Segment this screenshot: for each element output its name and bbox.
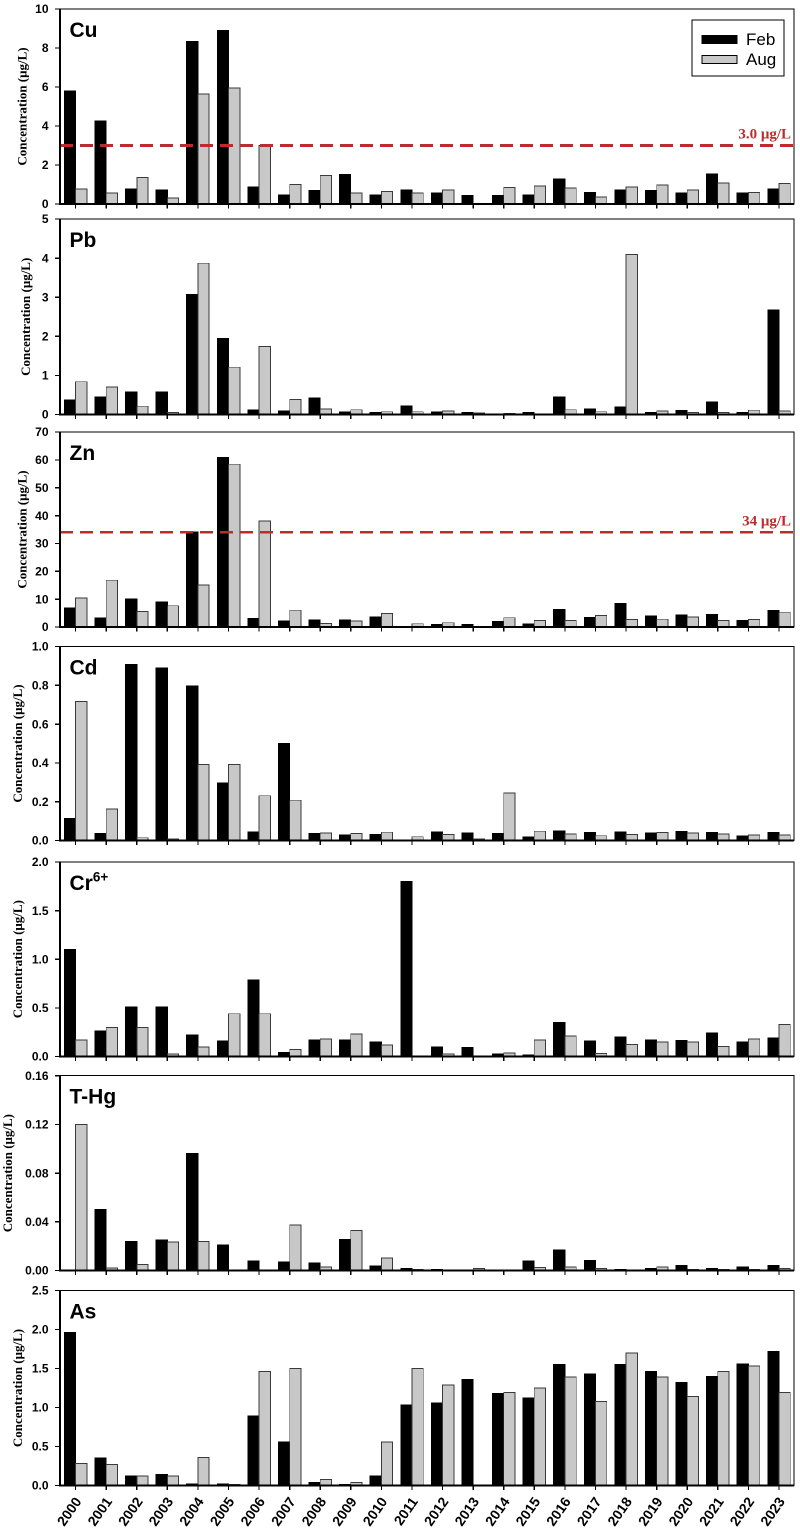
svg-text:Cd: Cd (70, 657, 98, 680)
svg-text:0.0: 0.0 (32, 1479, 49, 1493)
svg-text:Concentration (μg/L): Concentration (μg/L) (10, 1329, 25, 1447)
svg-text:2.0: 2.0 (32, 855, 49, 869)
svg-text:1.0: 1.0 (32, 640, 49, 654)
svg-text:70: 70 (35, 425, 49, 439)
svg-text:0.2: 0.2 (32, 795, 49, 809)
svg-text:0.5: 0.5 (32, 1440, 49, 1454)
svg-text:0.08: 0.08 (25, 1166, 49, 1180)
svg-text:2.0: 2.0 (32, 1323, 49, 1337)
svg-text:2: 2 (42, 330, 49, 344)
svg-text:10: 10 (35, 592, 49, 606)
svg-text:0.6: 0.6 (32, 717, 49, 731)
svg-text:0.4: 0.4 (32, 756, 49, 770)
svg-text:1.0: 1.0 (32, 1401, 49, 1415)
svg-text:6: 6 (42, 80, 49, 94)
svg-text:Concentration (μg/L): Concentration (μg/L) (10, 900, 25, 1018)
svg-text:34 μg/L: 34 μg/L (742, 513, 791, 529)
svg-text:Cu: Cu (70, 19, 98, 42)
svg-text:0.16: 0.16 (25, 1069, 49, 1083)
svg-text:T-Hg: T-Hg (70, 1086, 117, 1109)
svg-text:20: 20 (35, 565, 49, 579)
svg-text:As: As (70, 1301, 97, 1324)
svg-text:60: 60 (35, 453, 49, 467)
svg-text:0: 0 (42, 620, 49, 634)
svg-text:1.5: 1.5 (32, 1362, 49, 1376)
svg-text:3.0 μg/L: 3.0 μg/L (738, 127, 791, 143)
svg-text:8: 8 (42, 41, 49, 55)
svg-text:0: 0 (42, 197, 49, 211)
svg-text:50: 50 (35, 481, 49, 495)
svg-text:4: 4 (42, 119, 49, 133)
svg-text:0.5: 0.5 (32, 1001, 49, 1015)
svg-text:0.8: 0.8 (32, 679, 49, 693)
svg-text:1.0: 1.0 (32, 953, 49, 967)
svg-text:Zn: Zn (70, 442, 96, 465)
svg-text:4: 4 (42, 251, 49, 265)
svg-text:0.0: 0.0 (32, 834, 49, 848)
svg-text:0.12: 0.12 (25, 1118, 49, 1132)
svg-text:Concentration (μg/L): Concentration (μg/L) (15, 470, 30, 588)
svg-text:2.5: 2.5 (32, 1284, 49, 1298)
svg-text:30: 30 (35, 537, 49, 551)
svg-text:Feb: Feb (746, 30, 775, 49)
svg-text:0.04: 0.04 (25, 1215, 49, 1229)
svg-text:0: 0 (42, 408, 49, 422)
svg-text:Concentration (μg/L): Concentration (μg/L) (15, 47, 30, 165)
svg-text:0.0: 0.0 (32, 1050, 49, 1064)
svg-text:5: 5 (42, 212, 49, 226)
svg-text:Pb: Pb (70, 229, 97, 252)
svg-text:2: 2 (42, 158, 49, 172)
svg-text:Concentration (μg/L): Concentration (μg/L) (10, 684, 25, 802)
svg-text:1: 1 (42, 369, 49, 383)
svg-text:10: 10 (35, 2, 49, 16)
svg-text:Concentration (μg/L): Concentration (μg/L) (0, 1114, 15, 1232)
svg-text:0.00: 0.00 (25, 1264, 49, 1278)
svg-text:Aug: Aug (746, 50, 776, 69)
svg-text:40: 40 (35, 509, 49, 523)
svg-text:1.5: 1.5 (32, 904, 49, 918)
svg-text:Concentration (μg/L): Concentration (μg/L) (18, 258, 33, 376)
svg-text:3: 3 (42, 290, 49, 304)
